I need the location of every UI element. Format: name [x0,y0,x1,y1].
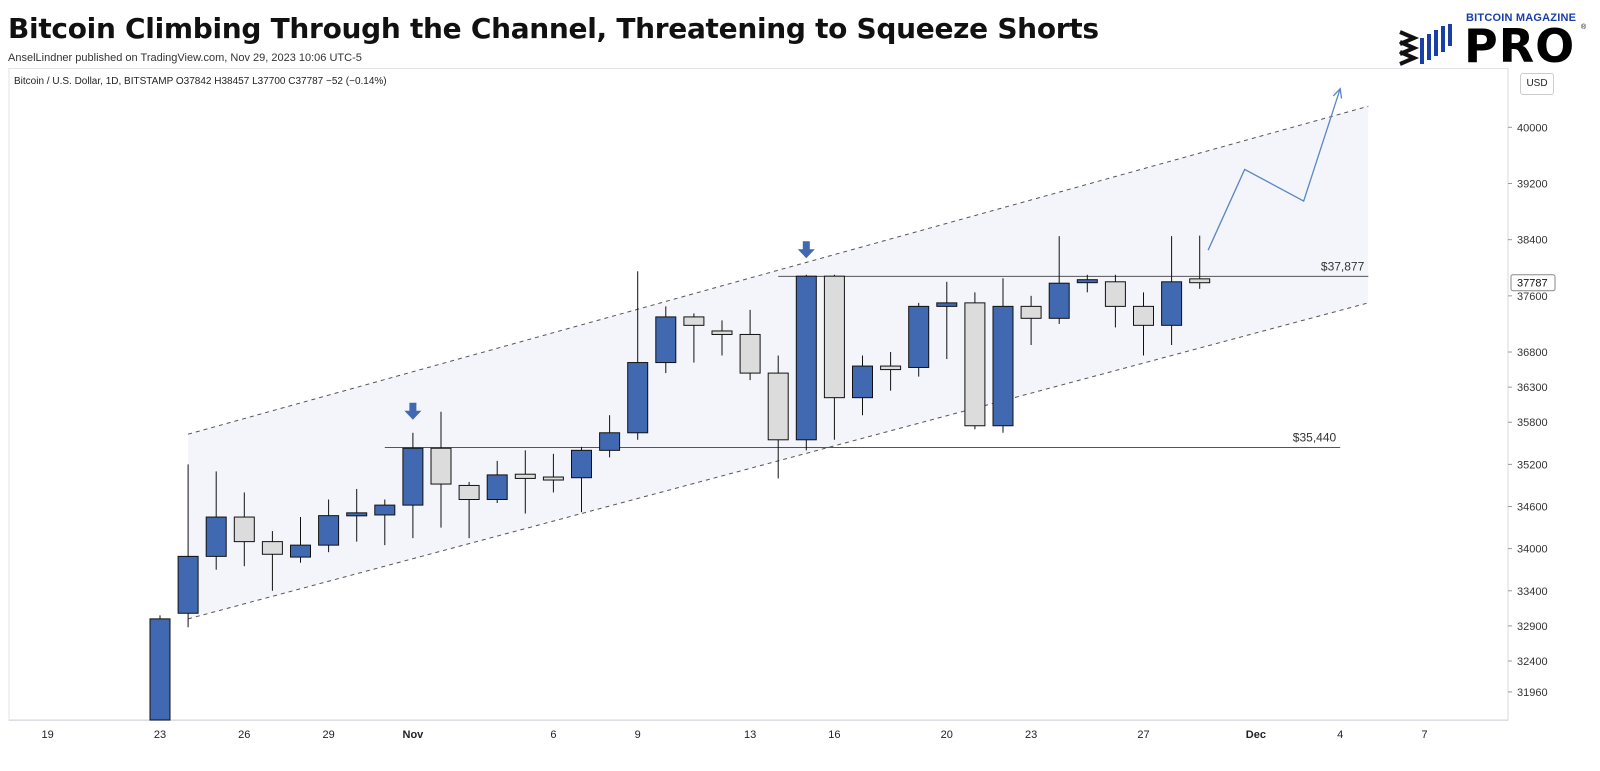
candle-body[interactable] [1048,282,1070,319]
candle-body[interactable] [514,473,536,479]
x-tick-label: 29 [322,729,334,741]
x-tick-label: 20 [941,729,953,741]
arrow-down-icon [797,241,815,259]
candle-body[interactable] [1076,279,1098,284]
projection-arrowhead-icon [1332,87,1343,99]
candle-body[interactable] [261,541,283,555]
candle-body[interactable] [233,516,255,543]
candle-body[interactable] [655,316,677,364]
candle-body[interactable] [542,476,564,481]
logo-top-text: BITCOIN MAGAZINE [1466,12,1577,24]
y-tick-label: 34000 [1517,544,1548,556]
candle-body[interactable] [739,333,761,374]
x-tick-label: 6 [550,729,556,741]
candle-body[interactable] [964,302,986,427]
arrow-down-icon [404,402,422,420]
y-tick-label: 39200 [1517,178,1548,190]
y-tick-label: 35800 [1517,417,1548,429]
x-tick-label: Nov [403,729,425,741]
x-tick-label: 16 [828,729,840,741]
candle-body[interactable] [852,365,873,399]
candle-body[interactable] [374,504,396,516]
candle-body[interactable] [346,512,368,517]
x-tick-label: 4 [1337,729,1343,741]
candle-body[interactable] [1133,305,1154,326]
candle-body[interactable] [936,302,958,307]
candle-body[interactable] [430,447,452,485]
bitcoin-magazine-pro-logo: BITCOIN MAGAZINE PRO ® [1398,8,1593,73]
candle-body[interactable] [1161,281,1183,326]
level-label-2: $35,440 [1293,431,1337,445]
candle-body[interactable] [402,447,424,506]
candle-body[interactable] [767,372,789,441]
x-tick-label: 9 [635,729,641,741]
x-tick-label: Dec [1246,729,1266,741]
candle-body[interactable] [149,618,171,721]
x-tick-label: 23 [1025,729,1037,741]
candle-body[interactable] [711,330,733,335]
candle-body[interactable] [627,362,649,434]
candle-body[interactable] [795,275,817,441]
logo-pro-text: PRO [1464,19,1576,73]
logo-registered-mark: ® [1581,24,1587,31]
price-tag-label: 37787 [1517,278,1548,290]
candle-body[interactable] [571,449,592,479]
price-tag-box [1510,274,1556,292]
y-tick-label: 32900 [1517,621,1548,633]
candle-body[interactable] [177,555,199,614]
chart-title: Bitcoin Climbing Through the Channel, Th… [8,12,1099,45]
x-tick-label: 13 [744,729,756,741]
y-tick-label: 40000 [1517,122,1548,134]
candle-body[interactable] [992,305,1014,427]
logo-mark-icon [1399,24,1452,66]
y-tick-label: 38400 [1517,235,1548,247]
symbol-info: Bitcoin / U.S. Dollar, 1D, BITSTAMP O378… [14,76,387,87]
x-tick-label: 7 [1421,729,1427,741]
y-tick-label: 32400 [1517,656,1548,668]
y-tick-label: 34600 [1517,502,1548,514]
candle-body[interactable] [683,316,705,326]
currency-button[interactable]: USD [1520,73,1554,95]
y-tick-label: 31960 [1517,687,1548,699]
candle-body[interactable] [318,515,340,546]
candle-body[interactable] [1189,278,1211,284]
y-tick-label: 36800 [1517,347,1548,359]
candle-body[interactable] [823,275,845,399]
x-tick-label: 26 [238,729,250,741]
candle-body[interactable] [1104,281,1126,307]
candle-body[interactable] [290,544,311,558]
x-tick-label: 27 [1137,729,1149,741]
x-tick-label: 23 [154,729,166,741]
candle-body[interactable] [1020,305,1042,319]
projection-path [1207,88,1341,251]
level-label-1: $37,877 [1321,259,1365,273]
candle-body[interactable] [205,516,227,557]
candle-body[interactable] [599,432,621,451]
y-tick-label: 36300 [1517,382,1548,394]
publish-info: AnselLindner published on TradingView.co… [8,52,362,64]
candle-body[interactable] [486,474,508,500]
candle-body[interactable] [908,305,930,368]
candle-body[interactable] [458,484,480,500]
candle-body[interactable] [880,365,902,371]
candlestick-chart[interactable]: $37,877 $35,440 31960 32400 32900 33400 34000 3… [8,68,1598,768]
x-tick-label: 19 [41,729,53,741]
chart-area[interactable]: $37,877 $35,440 31960 32400 32900 33400 34000 3… [8,68,1598,768]
y-tick-label: 37600 [1517,291,1548,303]
y-tick-label: 35200 [1517,459,1548,471]
y-tick-label: 33400 [1517,586,1548,598]
